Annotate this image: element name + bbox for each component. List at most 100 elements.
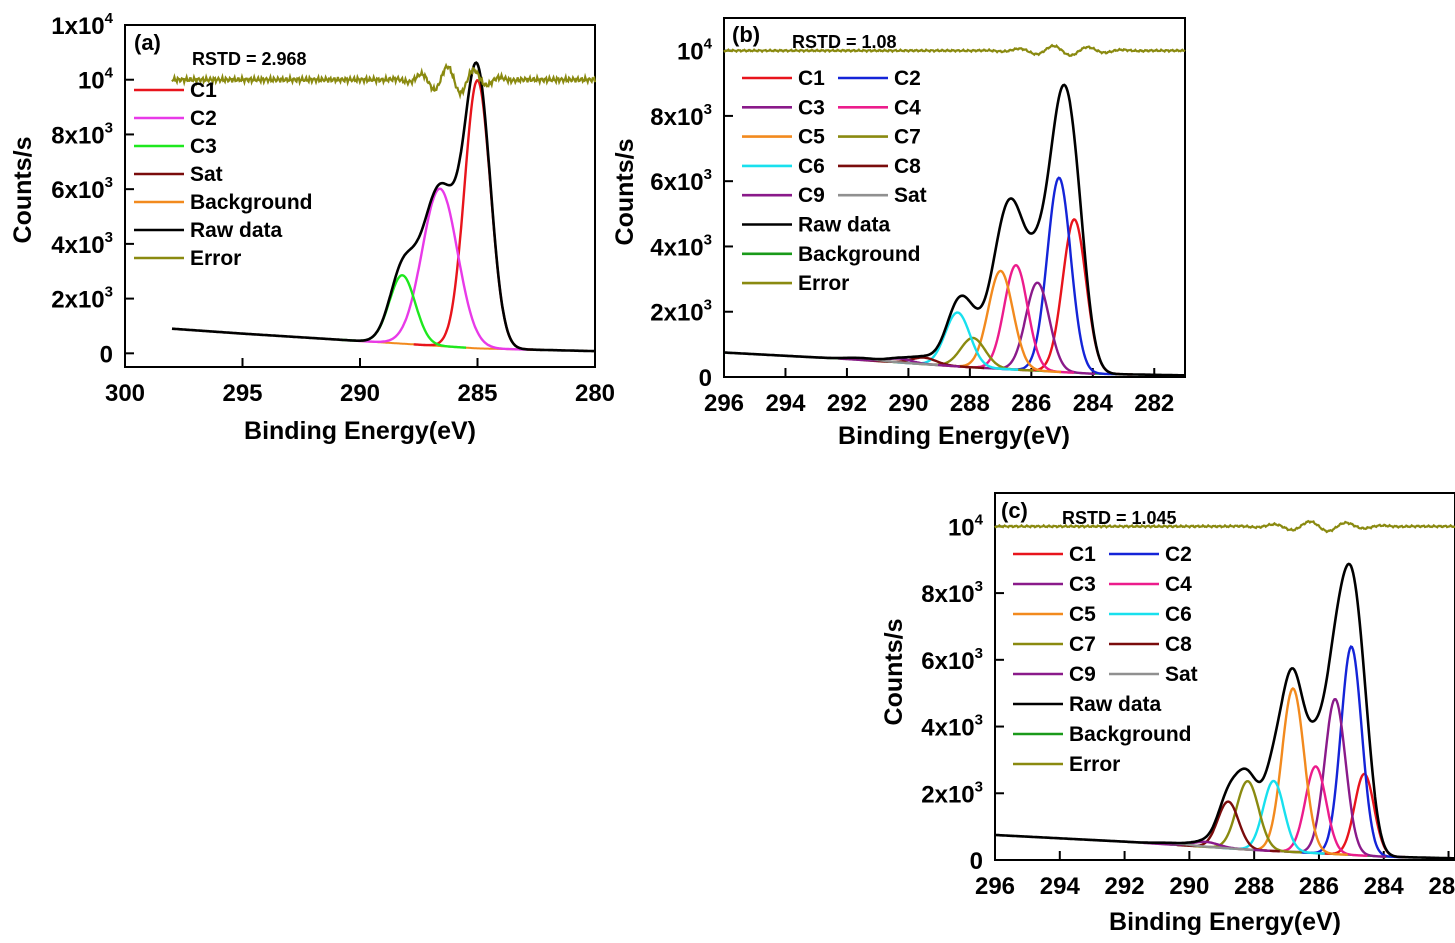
legend-label: C2 bbox=[1165, 543, 1192, 566]
panel-a: (a) RSTD = 2.968 Binding Energy(eV) Coun… bbox=[9, 10, 615, 445]
legend-label: C4 bbox=[1165, 573, 1192, 596]
legend-label: Background bbox=[190, 191, 313, 214]
legend-label: C3 bbox=[798, 96, 825, 119]
legend-label: Error bbox=[798, 272, 849, 295]
legend-entry: C2 bbox=[1109, 543, 1192, 566]
y-axis-label: Counts/s bbox=[9, 137, 37, 244]
legend-entry: Error bbox=[742, 272, 849, 295]
legend-label: C1 bbox=[1069, 543, 1096, 566]
legend-label: Error bbox=[1069, 753, 1120, 776]
x-tick-label: 282 bbox=[1428, 873, 1455, 900]
legend-entry: C6 bbox=[742, 155, 825, 178]
y-tick-label: 4x103 bbox=[921, 712, 983, 742]
y-tick-label: 0 bbox=[100, 341, 113, 368]
series-c3 bbox=[338, 274, 467, 349]
y-tick-label: 104 bbox=[677, 36, 713, 66]
rstd-annotation: RSTD = 1.08 bbox=[792, 32, 897, 52]
x-tick-label: 285 bbox=[457, 380, 497, 407]
legend-entry: Background bbox=[742, 243, 921, 266]
legend-label: Background bbox=[1069, 723, 1192, 746]
series-raw-data bbox=[995, 562, 1455, 860]
legend-entry: C2 bbox=[134, 107, 217, 130]
x-tick-label: 288 bbox=[1234, 873, 1274, 900]
legend-entry: Raw data bbox=[134, 219, 283, 242]
x-axis-label: Binding Energy(eV) bbox=[1109, 908, 1341, 936]
y-tick-label: 8x103 bbox=[921, 578, 983, 608]
panel-label: (b) bbox=[732, 22, 760, 47]
series-raw-data bbox=[171, 61, 595, 353]
plot-frame bbox=[994, 492, 1455, 861]
legend-label: C5 bbox=[798, 126, 825, 149]
x-axis-label: Binding Energy(eV) bbox=[838, 422, 1070, 450]
x-tick-label: 300 bbox=[105, 380, 145, 407]
legend-entry: Error bbox=[1013, 753, 1120, 776]
legend-entry: C3 bbox=[134, 135, 217, 158]
legend-entry: Background bbox=[1013, 723, 1192, 746]
legend-label: Error bbox=[190, 247, 241, 270]
x-tick-label: 290 bbox=[1169, 873, 1209, 900]
x-tick-label: 295 bbox=[222, 380, 262, 407]
rstd-annotation: RSTD = 1.045 bbox=[1062, 508, 1177, 528]
x-tick-label: 288 bbox=[950, 390, 990, 417]
legend-entry: C1 bbox=[742, 67, 825, 90]
y-tick-label: 0 bbox=[699, 365, 712, 392]
legend-entry: C7 bbox=[838, 126, 921, 149]
plot-frame bbox=[723, 17, 1186, 378]
y-tick-label: 104 bbox=[78, 65, 114, 95]
legend-entry: C9 bbox=[1013, 663, 1096, 686]
series-error bbox=[994, 519, 1455, 534]
legend-label: C6 bbox=[1165, 603, 1192, 626]
legend-entry: C8 bbox=[838, 155, 921, 178]
series-c2 bbox=[352, 187, 528, 351]
legend-entry: C1 bbox=[1013, 543, 1096, 566]
x-tick-label: 284 bbox=[1073, 390, 1114, 417]
x-axis-label: Binding Energy(eV) bbox=[244, 417, 476, 445]
legend-label: Raw data bbox=[190, 219, 283, 242]
panel-label: (a) bbox=[134, 30, 161, 55]
legend-entry: C8 bbox=[1109, 633, 1192, 656]
y-tick-label: 6x103 bbox=[650, 166, 712, 196]
legend-entry: Sat bbox=[134, 163, 223, 186]
y-tick-label: 8x103 bbox=[650, 101, 712, 131]
series-error bbox=[723, 43, 1186, 58]
legend-entry: C3 bbox=[1013, 573, 1096, 596]
y-tick-label: 104 bbox=[948, 511, 984, 541]
legend-entry: C4 bbox=[1109, 573, 1192, 596]
legend-label: C5 bbox=[1069, 603, 1096, 626]
x-tick-label: 292 bbox=[827, 390, 867, 417]
y-tick-label: 6x103 bbox=[51, 174, 113, 204]
legend-entry: C5 bbox=[1013, 603, 1096, 626]
y-tick-label: 6x103 bbox=[921, 645, 983, 675]
x-tick-label: 286 bbox=[1011, 390, 1051, 417]
x-tick-label: 296 bbox=[704, 390, 744, 417]
legend-entry: C6 bbox=[1109, 603, 1192, 626]
legend-label: C3 bbox=[1069, 573, 1096, 596]
legend-label: C4 bbox=[894, 96, 921, 119]
series-c1 bbox=[1315, 772, 1413, 859]
y-tick-label: 4x103 bbox=[51, 229, 113, 259]
legend-label: Raw data bbox=[1069, 693, 1162, 716]
legend-label: Sat bbox=[190, 163, 223, 186]
legend-label: C7 bbox=[894, 126, 921, 149]
panel-label: (c) bbox=[1001, 498, 1028, 523]
legend-label: C1 bbox=[798, 67, 825, 90]
legend-label: Raw data bbox=[798, 214, 891, 237]
x-tick-label: 294 bbox=[1040, 873, 1081, 900]
legend-label: C2 bbox=[190, 107, 217, 130]
y-tick-label: 2x103 bbox=[650, 297, 712, 327]
x-tick-label: 280 bbox=[575, 380, 615, 407]
x-tick-label: 290 bbox=[340, 380, 380, 407]
series-raw-data bbox=[723, 83, 1186, 377]
legend-label: Sat bbox=[1165, 663, 1198, 686]
legend-entry: C4 bbox=[838, 96, 921, 119]
legend-label: C9 bbox=[798, 184, 825, 207]
legend-label: C9 bbox=[1069, 663, 1096, 686]
legend-label: C8 bbox=[894, 155, 921, 178]
legend-entry: C3 bbox=[742, 96, 825, 119]
legend-label: Background bbox=[798, 243, 921, 266]
series-error bbox=[171, 62, 597, 100]
x-tick-label: 296 bbox=[975, 873, 1015, 900]
legend-entry: Sat bbox=[838, 184, 927, 207]
legend-entry: Raw data bbox=[1013, 693, 1162, 716]
